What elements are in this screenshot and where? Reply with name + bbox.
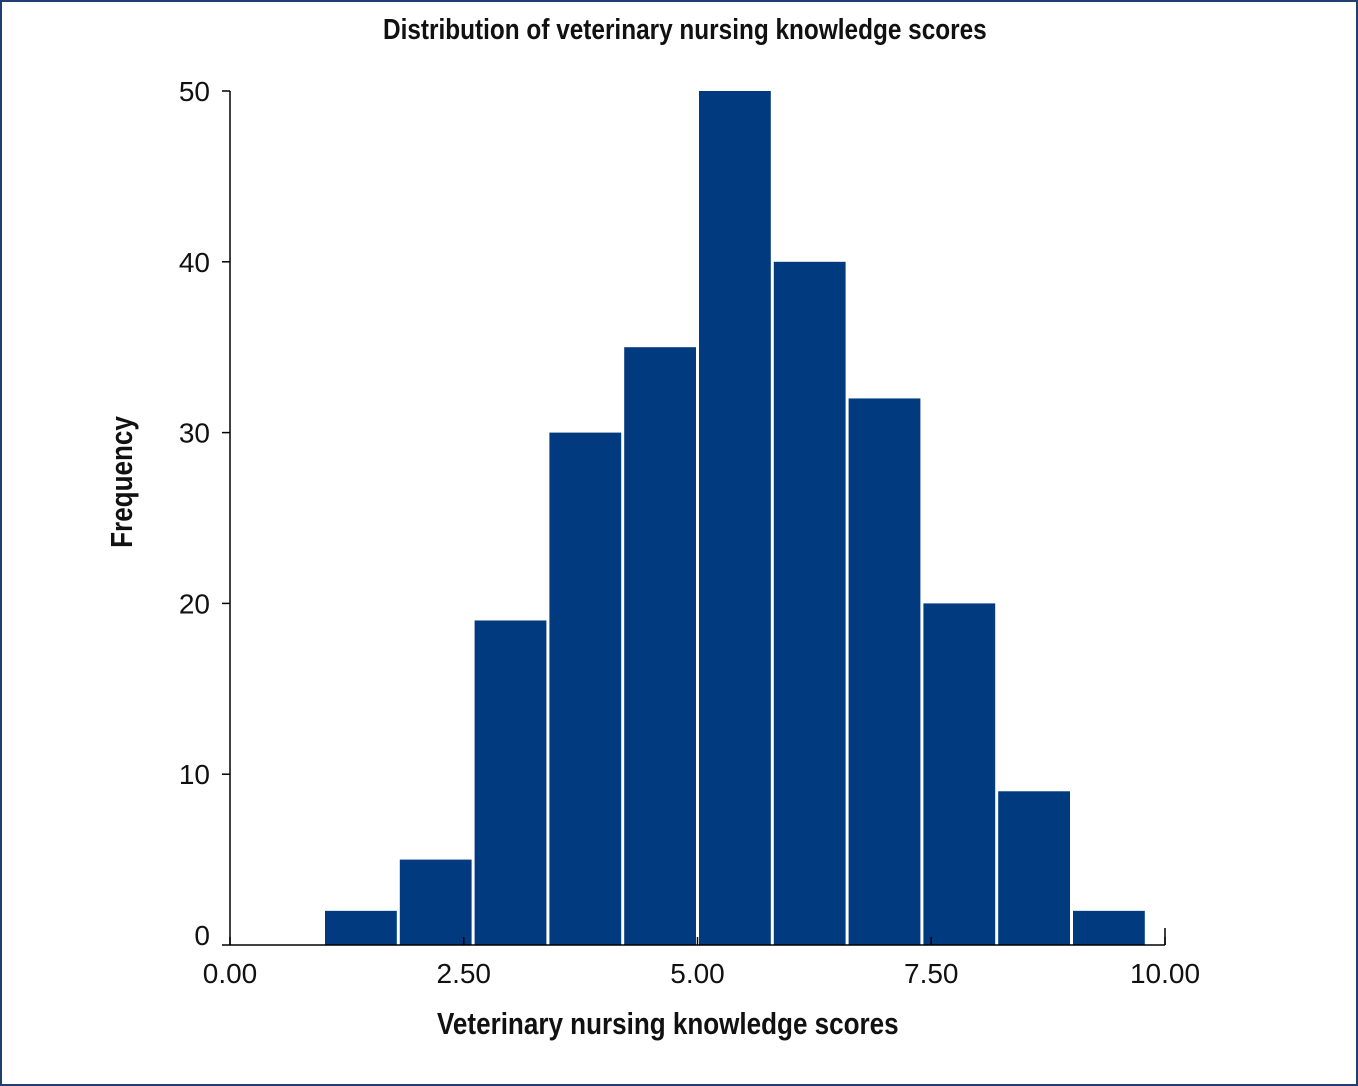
x-axis-title: Veterinary nursing knowledge scores [437, 1006, 899, 1041]
histogram-bar-7 [848, 398, 921, 945]
x-tick-label-3: 7.50 [904, 958, 959, 989]
histogram-bar-1 [399, 859, 472, 945]
x-tick-label-1: 2.50 [437, 958, 492, 989]
y-tick-label-5: 50 [179, 76, 210, 107]
histogram-bar-8 [923, 603, 996, 945]
histogram-bar-9 [998, 791, 1070, 945]
y-tick-label-4: 40 [179, 247, 210, 278]
histogram-bar-4 [624, 347, 696, 945]
histogram-bar-0 [325, 910, 397, 945]
histogram-bar-10 [1073, 910, 1145, 945]
x-tick-label-0: 0.00 [203, 958, 258, 989]
x-tick-label-2: 5.00 [670, 958, 725, 989]
histogram-bar-5 [699, 91, 771, 945]
y-tick-label-1: 10 [179, 759, 210, 790]
chart-title: Distribution of veterinary nursing knowl… [383, 14, 987, 46]
y-tick-label-0: 0 [194, 920, 210, 951]
histogram-bar-2 [474, 620, 547, 945]
y-tick-label-3: 30 [179, 418, 210, 449]
y-tick-label-2: 20 [179, 588, 210, 619]
histogram-bar-3 [549, 432, 622, 946]
histogram-bar-6 [773, 261, 846, 945]
x-tick-label-4: 10.00 [1130, 958, 1200, 989]
